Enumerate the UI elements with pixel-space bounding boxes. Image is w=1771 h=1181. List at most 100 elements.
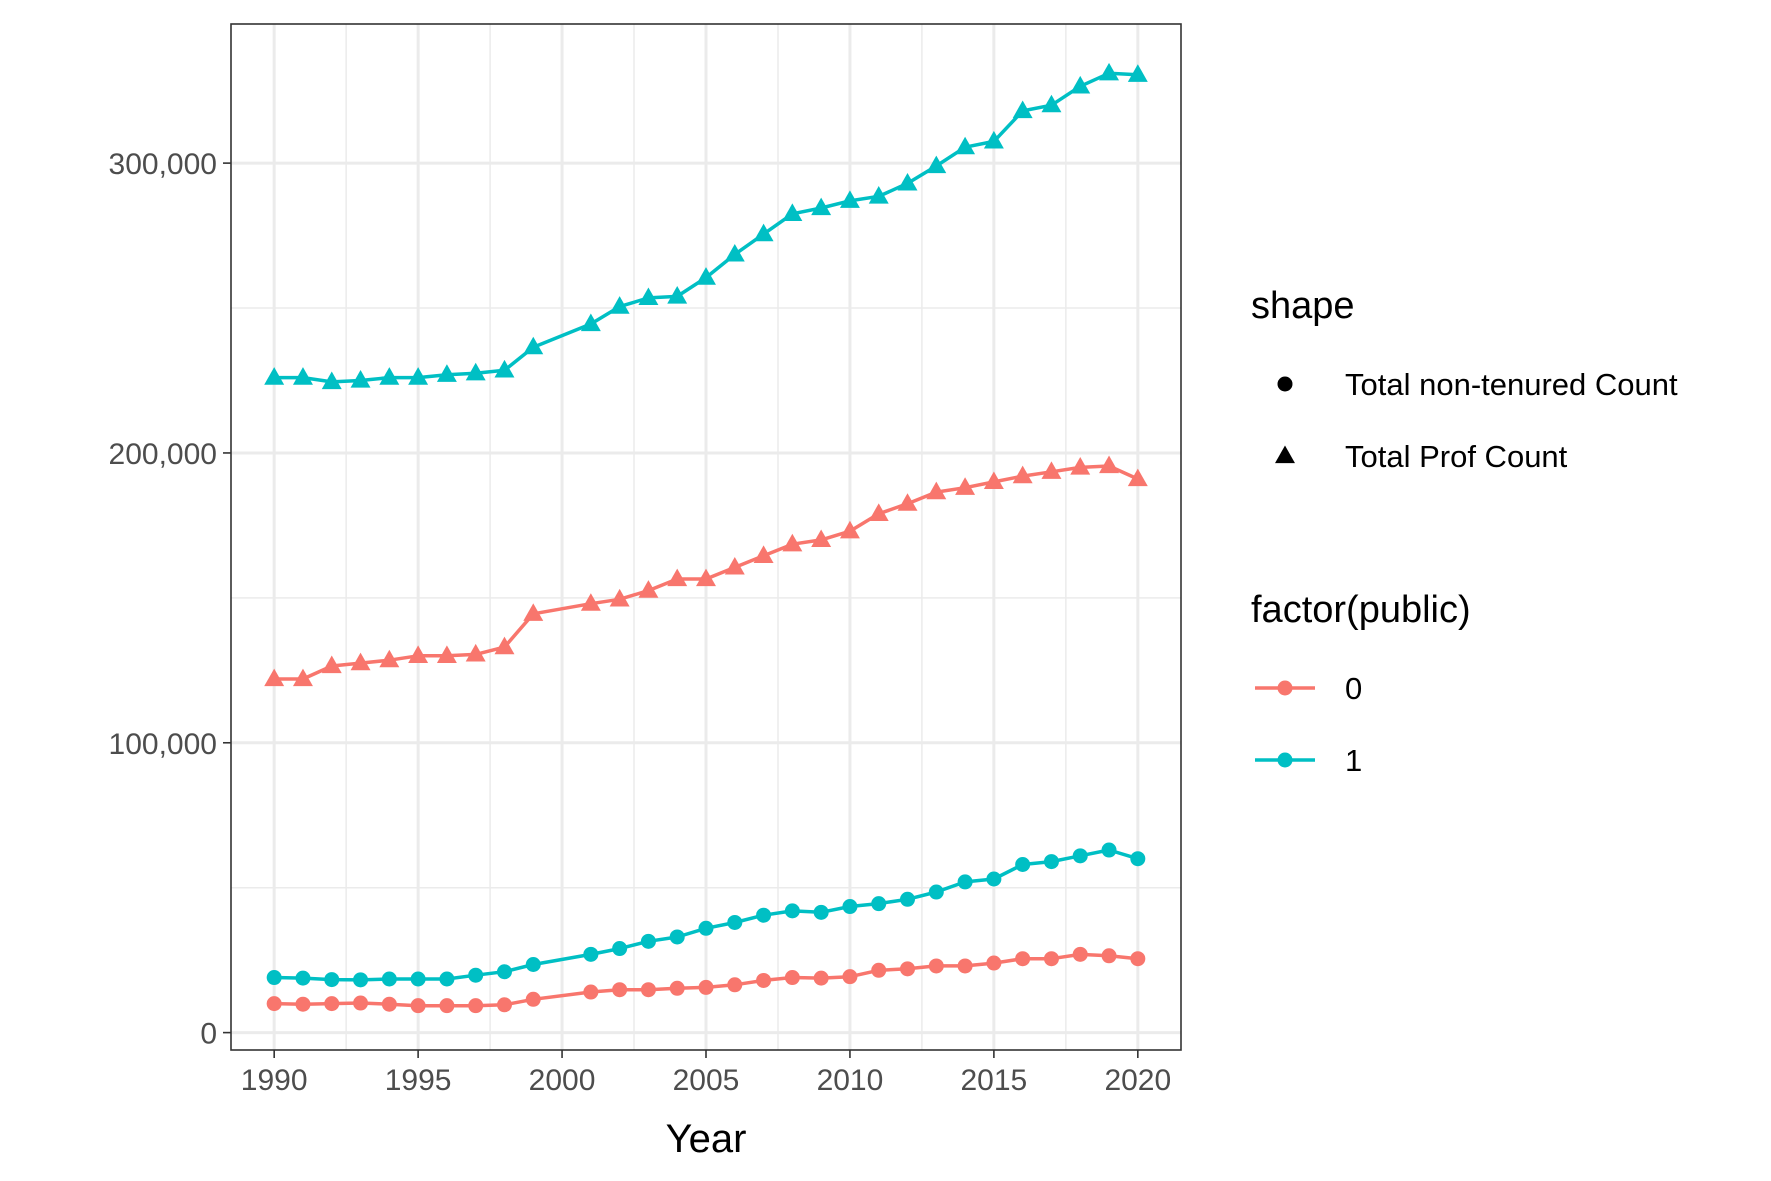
data-point [1015,951,1031,967]
data-point [900,891,916,907]
legend-color-item: 0 [1255,671,1362,706]
data-point [439,998,455,1014]
data-point [295,970,311,986]
data-point [353,972,369,988]
data-point [667,568,688,587]
data-point [292,668,313,687]
data-point [839,520,860,539]
x-tick-label: 1995 [385,1064,452,1097]
data-point [698,920,714,936]
data-point [784,970,800,986]
data-point [292,367,313,385]
data-point [724,243,745,262]
series-layer [264,62,1148,1014]
legend: shape Total non-tenured Count Total Prof … [1251,285,1678,778]
data-point [782,203,803,221]
data-point [753,545,774,563]
y-tick-label: 300,000 [109,148,217,181]
data-point [842,899,858,915]
data-point [465,362,486,381]
data-point [1043,951,1059,967]
data-point [266,996,282,1012]
x-tick-label: 1990 [241,1064,308,1097]
x-tick-label: 2010 [817,1064,884,1097]
data-point [379,649,400,668]
series-0-prof [264,455,1148,687]
series-1-non-tenured [266,842,1146,988]
data-point [1015,857,1031,873]
data-point [667,285,688,304]
axes: 0 100,000 200,000 300,000 1990 1995 2000 2005 20… [109,148,1172,1097]
data-point [264,367,285,385]
data-point [839,190,860,208]
data-point [897,493,918,511]
x-tick-label: 2015 [961,1064,1028,1097]
data-point [813,970,829,986]
legend-shape-label: Total Prof Count [1345,439,1568,474]
data-point [724,556,745,575]
data-point [496,997,512,1013]
data-point [813,904,829,920]
data-point [580,313,601,332]
data-point [868,503,889,521]
data-point [871,896,887,912]
data-point [609,588,630,607]
series-1-prof [264,62,1148,390]
data-point [1041,94,1062,113]
data-point [900,961,916,977]
data-point [266,970,282,986]
data-point [1043,854,1059,870]
data-point [1041,461,1062,479]
legend-shape-label: Total non-tenured Count [1345,367,1678,402]
data-point [983,130,1004,149]
data-point [321,371,342,390]
data-point [324,972,340,988]
data-point [1070,75,1091,94]
data-point [580,593,601,611]
legend-triangle-icon [1275,445,1295,464]
data-point [756,972,772,988]
data-point [609,296,630,314]
data-point [1101,948,1117,964]
data-point [842,969,858,985]
data-point [381,996,397,1012]
data-point [321,655,342,674]
data-point [669,929,685,945]
data-point [410,971,426,987]
legend-color-item: 1 [1255,743,1362,778]
data-point [957,958,973,974]
data-point [295,996,311,1012]
x-tick-label: 2005 [673,1064,740,1097]
legend-color-point [1277,752,1293,768]
y-tick-label: 200,000 [109,438,217,471]
data-point [410,998,426,1014]
data-point [926,481,947,500]
data-point [612,982,628,998]
data-point [1072,848,1088,864]
data-point [523,336,544,355]
y-tick-label: 0 [200,1018,217,1051]
data-point [381,971,397,987]
y-tick-label: 100,000 [109,728,217,761]
data-point [928,958,944,974]
data-point [669,980,685,996]
data-point [727,914,743,930]
data-point [926,155,947,174]
data-point [811,529,832,548]
legend-color-title: factor(public) [1251,589,1471,631]
data-point [897,172,918,191]
data-point [1070,456,1091,475]
data-point [468,998,484,1014]
data-point [264,668,285,687]
data-point [436,364,457,382]
legend-shape-item: Total Prof Count [1275,439,1568,474]
data-point [612,941,628,957]
data-point [986,871,1002,887]
data-point [640,933,656,949]
data-point [983,471,1004,490]
data-point [583,984,599,1000]
data-point [955,477,976,495]
data-point [494,359,515,378]
data-point [756,907,772,923]
data-point [1012,465,1033,484]
